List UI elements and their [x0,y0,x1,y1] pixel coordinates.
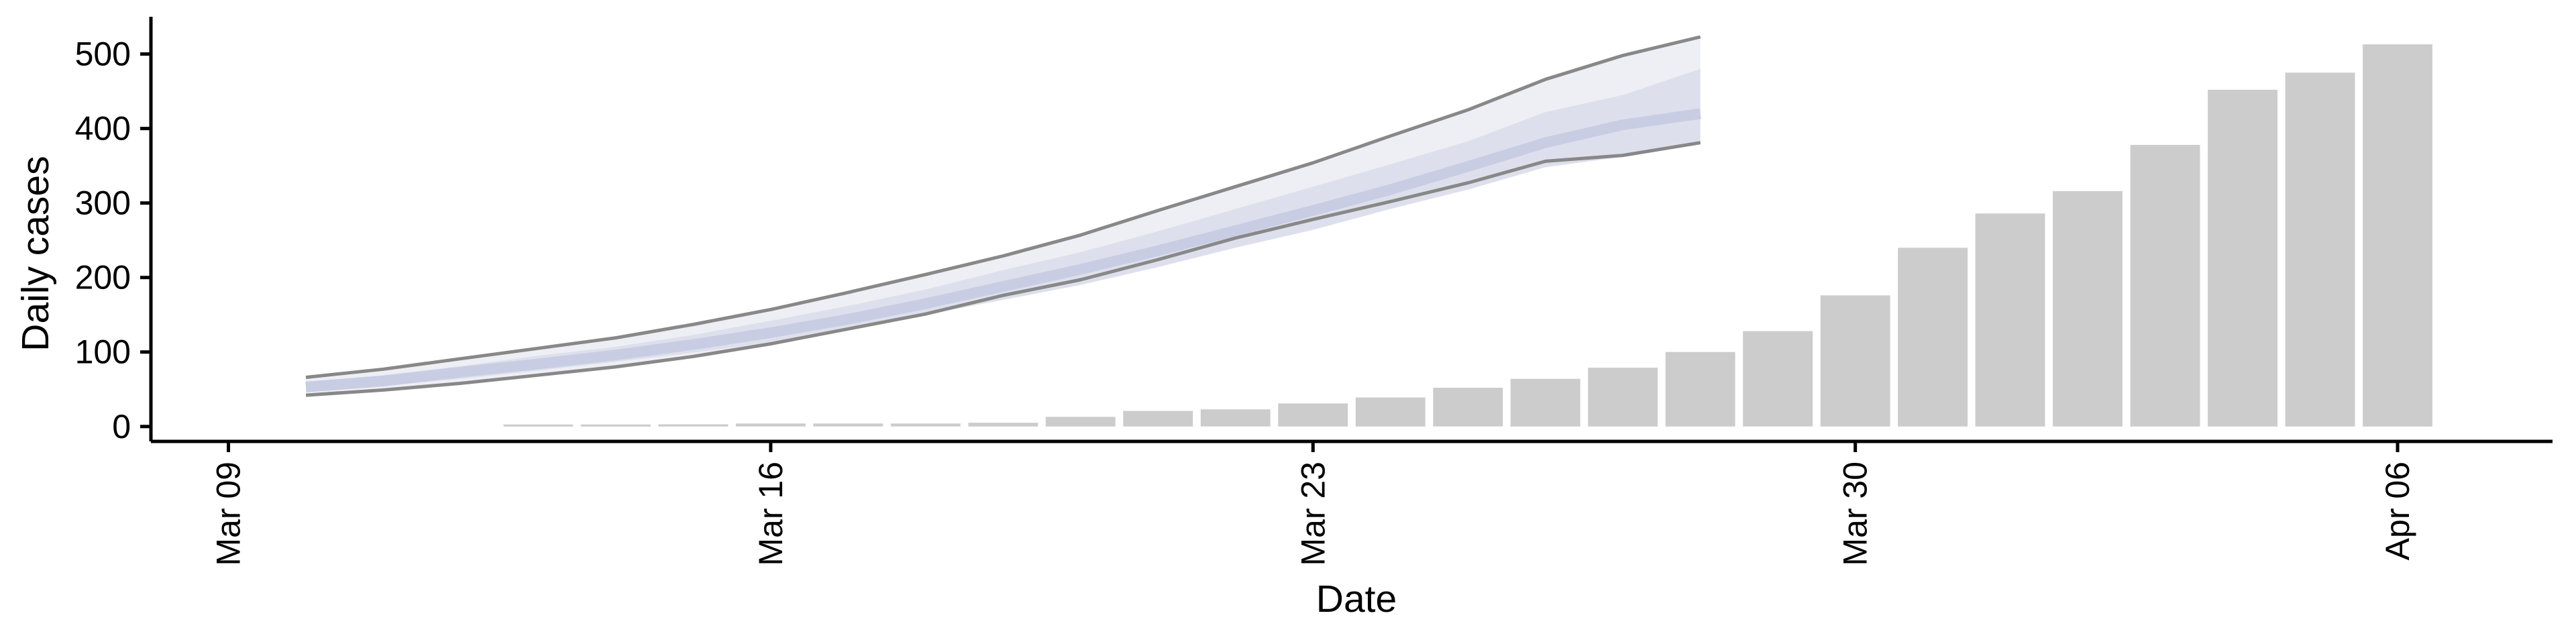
x-tick-label: Apr 06 [2379,462,2416,560]
y-tick-label: 0 [112,408,131,445]
daily-cases-bar [1433,388,1503,427]
x-axis-ticks: Mar 09 Mar 16 Mar 23 Mar 30 Apr 06 [210,441,2416,566]
daily-cases-bar [890,423,961,427]
y-axis-title: Daily cases [14,156,57,351]
x-tick-label: Mar 23 [1294,462,1332,566]
daily-cases-bar [580,424,651,427]
forecast-lower-bound-line [305,141,1701,397]
daily-cases-bar [1588,368,1658,427]
y-tick-label: 200 [75,259,131,297]
x-tick-label: Mar 09 [210,462,248,566]
daily-cases-bar [735,423,806,427]
daily-cases-bar [1743,331,1813,427]
plot-area [305,35,2432,427]
daily-cases-bar [1045,417,1116,427]
x-tick-label: Mar 30 [1837,462,1874,566]
daily-cases-bar [658,424,729,427]
daily-cases-bar [1123,411,1193,427]
daily-cases-bar [1975,213,2045,427]
daily-cases-bar [968,423,1038,427]
daily-cases-bar [1510,378,1580,427]
daily-cases-bar [2208,89,2277,427]
forecast-upper-bound-line [305,35,1701,379]
daily-cases-bar [2053,191,2123,427]
y-tick-label: 400 [75,110,131,148]
y-tick-label: 500 [75,36,131,73]
x-axis-title: Date [1316,578,1397,621]
forecast-outer-band [306,37,1701,396]
daily-cases-bar [1898,248,1968,427]
daily-cases-bar [1665,352,1735,427]
y-axis-ticks: 0 100 200 300 400 500 [75,36,151,445]
daily-cases-bar [2285,72,2355,427]
daily-cases-bar [1355,397,1426,427]
forecast-median-line [305,108,1701,392]
daily-cases-bar [1278,403,1348,427]
y-tick-label: 100 [75,333,131,371]
daily-cases-bar [813,423,883,427]
y-tick-label: 300 [75,184,131,222]
daily-cases-bar [1200,409,1271,427]
x-tick-label: Mar 16 [752,462,790,566]
axes: 0 100 200 300 400 500 Mar 09 Mar 16 Mar 23 Mar 3… [75,17,2553,566]
daily-cases-bar [2130,145,2200,427]
daily-cases-bar [1820,295,1890,427]
daily-cases-bar [503,424,574,427]
daily-cases-bar [2363,44,2432,427]
